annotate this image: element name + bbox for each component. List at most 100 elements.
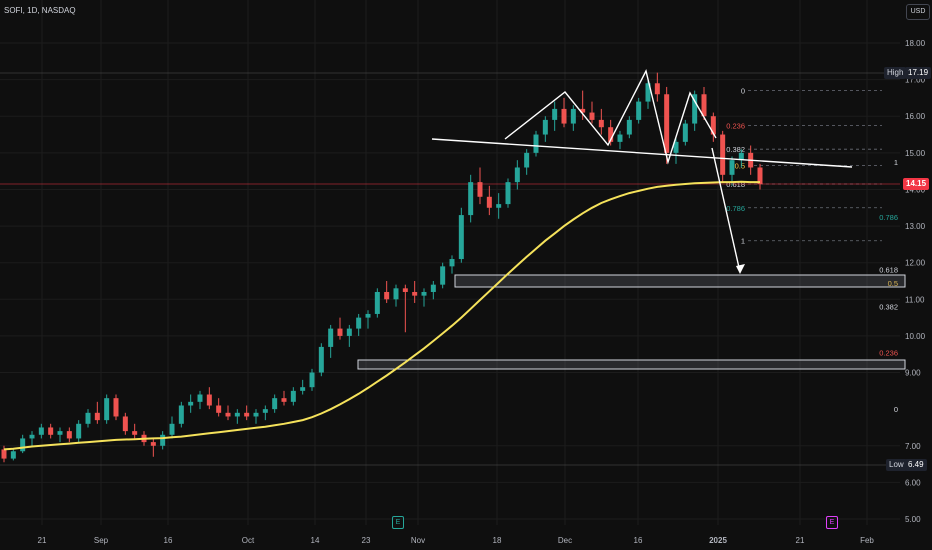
candle-body xyxy=(169,423,175,435)
time-axis-label: 18 xyxy=(493,536,502,545)
neckline[interactable] xyxy=(431,138,853,168)
candle-body xyxy=(122,416,128,432)
candle-body xyxy=(113,398,119,417)
candle-body xyxy=(20,438,26,452)
time-axis-label: 2025 xyxy=(709,536,727,545)
candle-body xyxy=(636,101,642,120)
candle-body xyxy=(206,394,212,406)
price-axis-label: 9.00 xyxy=(905,369,921,378)
high-label: High xyxy=(884,67,907,79)
event-icon[interactable]: E xyxy=(826,516,838,529)
earnings-icon[interactable]: E xyxy=(392,516,404,529)
candle-body xyxy=(542,119,548,135)
candle-body xyxy=(188,401,194,406)
candle-body xyxy=(29,434,35,439)
price-axis-label: 16.00 xyxy=(905,112,926,121)
candle-body xyxy=(160,434,166,446)
candle-body xyxy=(66,431,72,439)
candle-body xyxy=(692,94,698,124)
candle-body xyxy=(645,83,651,102)
fib-level-label: 0.5 xyxy=(735,162,745,171)
candle-body xyxy=(337,328,343,336)
candle-body xyxy=(85,412,91,424)
candle-body xyxy=(393,288,399,300)
low-value: 6.49 xyxy=(905,459,927,471)
head-shoulders-pattern[interactable] xyxy=(504,69,717,165)
candle-body xyxy=(654,83,660,95)
candle-body xyxy=(626,119,632,135)
candle-body xyxy=(225,412,231,417)
candle-body xyxy=(757,167,763,184)
candle-body xyxy=(580,108,586,113)
candle-body xyxy=(701,94,707,117)
time-axis-label: Feb xyxy=(860,536,874,545)
fib-extension-label: 0.786 xyxy=(879,213,898,222)
candle-body xyxy=(328,328,334,347)
candle-body xyxy=(505,182,511,205)
candle-body xyxy=(150,442,156,446)
time-axis-label: 21 xyxy=(38,536,47,545)
fib-level-label: 0 xyxy=(741,87,745,96)
candle-body xyxy=(617,134,623,142)
support-zone-upper[interactable] xyxy=(454,274,906,288)
candle-body xyxy=(477,182,483,197)
time-axis-label: 21 xyxy=(796,536,805,545)
price-axis-label: 11.00 xyxy=(905,295,925,304)
candle-body xyxy=(309,372,315,388)
fib-extension-label: 0.618 xyxy=(879,265,898,274)
fib-extension-label: 0.236 xyxy=(879,348,898,357)
candle-body xyxy=(262,409,268,413)
time-axis-label: 16 xyxy=(634,536,643,545)
price-axis-label: 7.00 xyxy=(905,442,921,451)
candle-body xyxy=(234,412,240,417)
target-arrow-line[interactable] xyxy=(711,147,741,273)
candle-body xyxy=(346,328,352,336)
candle-body xyxy=(132,431,138,435)
fib-extension-label: 1 xyxy=(894,158,898,167)
currency-button[interactable]: USD xyxy=(906,4,930,20)
candle-body xyxy=(673,141,679,153)
candle-body xyxy=(356,317,362,329)
fib-level-label: 0.786 xyxy=(726,204,745,213)
candle-body xyxy=(496,204,502,208)
candle-body xyxy=(384,291,390,300)
price-axis-label: 13.00 xyxy=(905,222,926,231)
fib-extension-label: 0 xyxy=(894,405,898,414)
candle-body xyxy=(570,108,576,124)
candle-body xyxy=(318,346,324,373)
candle-body xyxy=(421,291,427,296)
candle-body xyxy=(598,119,604,128)
target-arrow-head xyxy=(736,264,745,274)
support-zone-lower[interactable] xyxy=(357,359,906,370)
pattern-drawings xyxy=(431,69,853,274)
time-axis: 21 Sep 16 Oct 14 23 Nov 18 Dec 16 2025 21 Feb xyxy=(38,536,875,545)
symbol-title[interactable]: SOFI, 1D, NASDAQ xyxy=(4,6,76,15)
candle-body xyxy=(216,405,222,413)
moving-average-line xyxy=(3,180,760,451)
candle-body xyxy=(38,427,44,435)
candle-body xyxy=(552,108,558,120)
time-axis-label: Dec xyxy=(558,536,572,545)
candle-body xyxy=(458,215,464,260)
fib-extension-label: 0.382 xyxy=(879,303,898,312)
chart-grid xyxy=(0,0,900,525)
fib-extension-label: 0.5 xyxy=(888,279,898,288)
candle-body xyxy=(48,427,54,435)
fib-level-label: 1 xyxy=(741,237,745,246)
candle-body xyxy=(253,412,259,417)
last-price-tag: 14.15 xyxy=(903,178,930,190)
time-axis-label: Oct xyxy=(242,536,255,545)
time-axis-label: Nov xyxy=(411,536,425,545)
time-axis-label: Sep xyxy=(94,536,109,545)
candle-body xyxy=(300,387,306,391)
candle-body xyxy=(1,449,7,459)
candle-body xyxy=(412,291,418,296)
price-axis-label: 12.00 xyxy=(905,259,926,268)
high-value: 17.19 xyxy=(905,67,932,79)
price-axis-label: 18.00 xyxy=(905,39,926,48)
candle-body xyxy=(430,284,436,292)
candlestick-series xyxy=(1,72,763,463)
candle-body xyxy=(272,398,278,410)
candle-body xyxy=(440,266,446,285)
